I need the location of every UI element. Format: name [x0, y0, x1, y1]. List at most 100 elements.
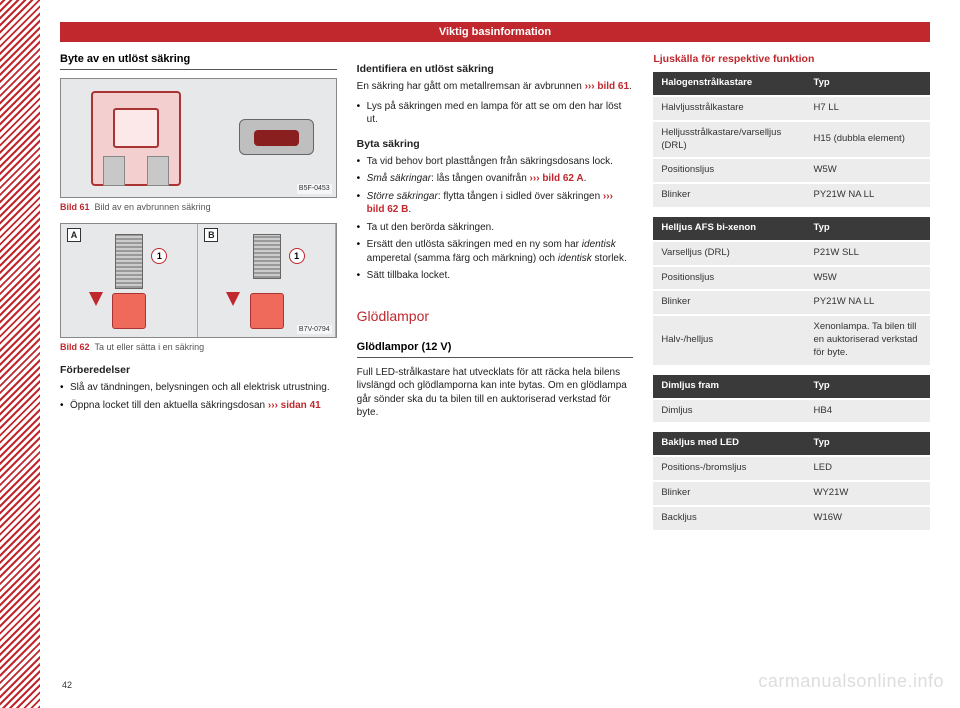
table-header: Typ — [806, 72, 931, 96]
table-afs-bixenon: Helljus AFS bi-xenonTyp Varselljus (DRL)… — [653, 217, 930, 365]
list-item: Slå av tändningen, belysningen och all e… — [60, 381, 337, 395]
text-emphasis: Små säkringar — [367, 173, 431, 184]
chapter-heading-bulbs: Glödlampor — [357, 307, 634, 326]
table-cell: W16W — [806, 506, 931, 530]
table-header: Halogenstrålkastare — [653, 72, 805, 96]
table-cell: PY21W NA LL — [806, 183, 931, 207]
column-1: Byte av en utlöst säkring B5F-0453 Bild … — [60, 52, 337, 540]
figure-61: B5F-0453 — [60, 78, 337, 198]
figure-61-number: Bild 61 — [60, 202, 90, 212]
paragraph: En säkring har gått om metallremsan är a… — [357, 80, 634, 94]
figure-62-number: Bild 62 — [60, 342, 90, 352]
fuse-illustration — [91, 91, 181, 186]
cross-reference: ››› bild 62 A — [530, 173, 584, 184]
list-item: Ersätt den utlösta säkringen med en ny s… — [357, 238, 634, 265]
text: En säkring har gått om metallremsan är a… — [357, 81, 585, 92]
callout-1: 1 — [289, 248, 305, 264]
table-cell: LED — [806, 456, 931, 481]
figure-62-caption: Bild 62 Ta ut eller sätta i en säkring — [60, 341, 337, 353]
table-body: DimljusHB4 — [653, 399, 930, 423]
table-cell: Blinker — [653, 183, 805, 207]
paragraph-bulbs: Full LED-strålkastare hat utvecklats för… — [357, 366, 634, 420]
watermark: carmanualsonline.info — [758, 671, 944, 692]
table-cell: Blinker — [653, 481, 805, 506]
table-cell: H15 (dubbla element) — [806, 121, 931, 159]
table-body: HalvljusstrålkastareH7 LLHelljusstrålkas… — [653, 96, 930, 207]
preparations-list: Slå av tändningen, belysningen och all e… — [60, 381, 337, 412]
subheading-light-sources: Ljuskälla för respektive funktion — [653, 52, 930, 66]
list-item: Lys på säkringen med en lampa för att se… — [357, 100, 634, 127]
three-column-layout: Byte av en utlöst säkring B5F-0453 Bild … — [60, 52, 930, 540]
figure-62-caption-text: Ta ut eller sätta i en säkring — [95, 342, 205, 352]
decorative-edge-stripes — [0, 0, 40, 708]
table-row: PositionsljusW5W — [653, 158, 930, 183]
text: . — [584, 173, 587, 184]
panel-label-b: B — [204, 228, 218, 242]
table-cell: W5W — [806, 266, 931, 291]
figure-62: A 1 B 1 B7V-0794 — [60, 223, 337, 338]
table-row: Helljusstrålkastare/varselljus (DRL)H15 … — [653, 121, 930, 159]
cross-reference: ››› bild 61 — [585, 81, 629, 92]
table-taillight-led: Bakljus med LEDTyp Positions-/bromsljusL… — [653, 432, 930, 529]
identify-list: Lys på säkringen med en lampa för att se… — [357, 100, 634, 127]
page-content: Viktig basinformation Byte av en utlöst … — [60, 22, 930, 540]
text-emphasis: identisk — [558, 253, 592, 264]
table-cell: Blinker — [653, 290, 805, 315]
table-row: Varselljus (DRL)P21W SLL — [653, 241, 930, 266]
table-row: DimljusHB4 — [653, 399, 930, 423]
list-item: Ta ut den berörda säkringen. — [357, 221, 634, 235]
text-emphasis: Större säkringar — [367, 191, 438, 202]
text: amperetal (samma färg och märkning) och — [367, 253, 558, 264]
table-row: PositionsljusW5W — [653, 266, 930, 291]
text: : flytta tången i sidled över säkringen — [438, 191, 603, 202]
table-cell: P21W SLL — [806, 241, 931, 266]
table-header: Dimljus fram — [653, 375, 805, 399]
table-cell: Positionsljus — [653, 158, 805, 183]
table-cell: Helljusstrålkastare/varselljus (DRL) — [653, 121, 805, 159]
callout-1: 1 — [151, 248, 167, 264]
table-halogen: HalogenstrålkastareTyp Halvljusstrålkast… — [653, 72, 930, 207]
figure-62-panel-b: B 1 — [198, 224, 335, 337]
figure-62-panel-a: A 1 — [61, 224, 198, 337]
text: storlek. — [592, 253, 627, 264]
table-row: BackljusW16W — [653, 506, 930, 530]
table-header: Helljus AFS bi-xenon — [653, 217, 805, 241]
subheading-identify-fuse: Identifiera en utlöst säkring — [357, 62, 634, 76]
subheading-preparations: Förberedelser — [60, 363, 337, 377]
table-row: Halv-/helljusXenonlampa. Ta bilen till e… — [653, 315, 930, 364]
arrow-down-icon — [89, 292, 103, 306]
list-item: Små säkringar: lås tången ovanifrån ››› … — [357, 172, 634, 186]
subheading-change-fuse: Byta säkring — [357, 137, 634, 151]
table-cell: Positions-/bromsljus — [653, 456, 805, 481]
table-row: BlinkerWY21W — [653, 481, 930, 506]
figure-61-caption: Bild 61 Bild av en avbrunnen säkring — [60, 201, 337, 213]
text: . — [629, 81, 632, 92]
table-header: Typ — [806, 432, 931, 456]
table-cell: H7 LL — [806, 96, 931, 121]
list-item: Ta vid behov bort plasttången från säkri… — [357, 155, 634, 169]
table-cell: WY21W — [806, 481, 931, 506]
page-number: 42 — [62, 680, 72, 690]
list-item: Större säkringar: flytta tången i sidled… — [357, 190, 634, 217]
text: . — [408, 204, 411, 215]
list-item: Öppna locket till den aktuella säkringsd… — [60, 399, 337, 413]
column-2: Identifiera en utlöst säkring En säkring… — [357, 52, 634, 540]
table-body: Varselljus (DRL)P21W SLLPositionsljusW5W… — [653, 241, 930, 365]
figure-61-code: B5F-0453 — [297, 184, 332, 193]
table-cell: Backljus — [653, 506, 805, 530]
section-heading-replace-fuse: Byte av en utlöst säkring — [60, 52, 337, 70]
table-cell: Halv-/helljus — [653, 315, 805, 364]
table-row: Positions-/bromsljusLED — [653, 456, 930, 481]
arrow-down-icon — [226, 292, 240, 306]
figure-61-caption-text: Bild av en avbrunnen säkring — [95, 202, 211, 212]
table-cell: Dimljus — [653, 399, 805, 423]
table-cell: Halvljusstrålkastare — [653, 96, 805, 121]
table-row: BlinkerPY21W NA LL — [653, 290, 930, 315]
table-row: BlinkerPY21W NA LL — [653, 183, 930, 207]
fuse-puller-illustration — [239, 119, 314, 155]
table-header: Typ — [806, 375, 931, 399]
chapter-title: Viktig basinformation — [60, 22, 930, 42]
table-header: Typ — [806, 217, 931, 241]
section-heading-bulbs-12v: Glödlampor (12 V) — [357, 340, 634, 358]
table-cell: Xenonlampa. Ta bilen till en auktorisera… — [806, 315, 931, 364]
